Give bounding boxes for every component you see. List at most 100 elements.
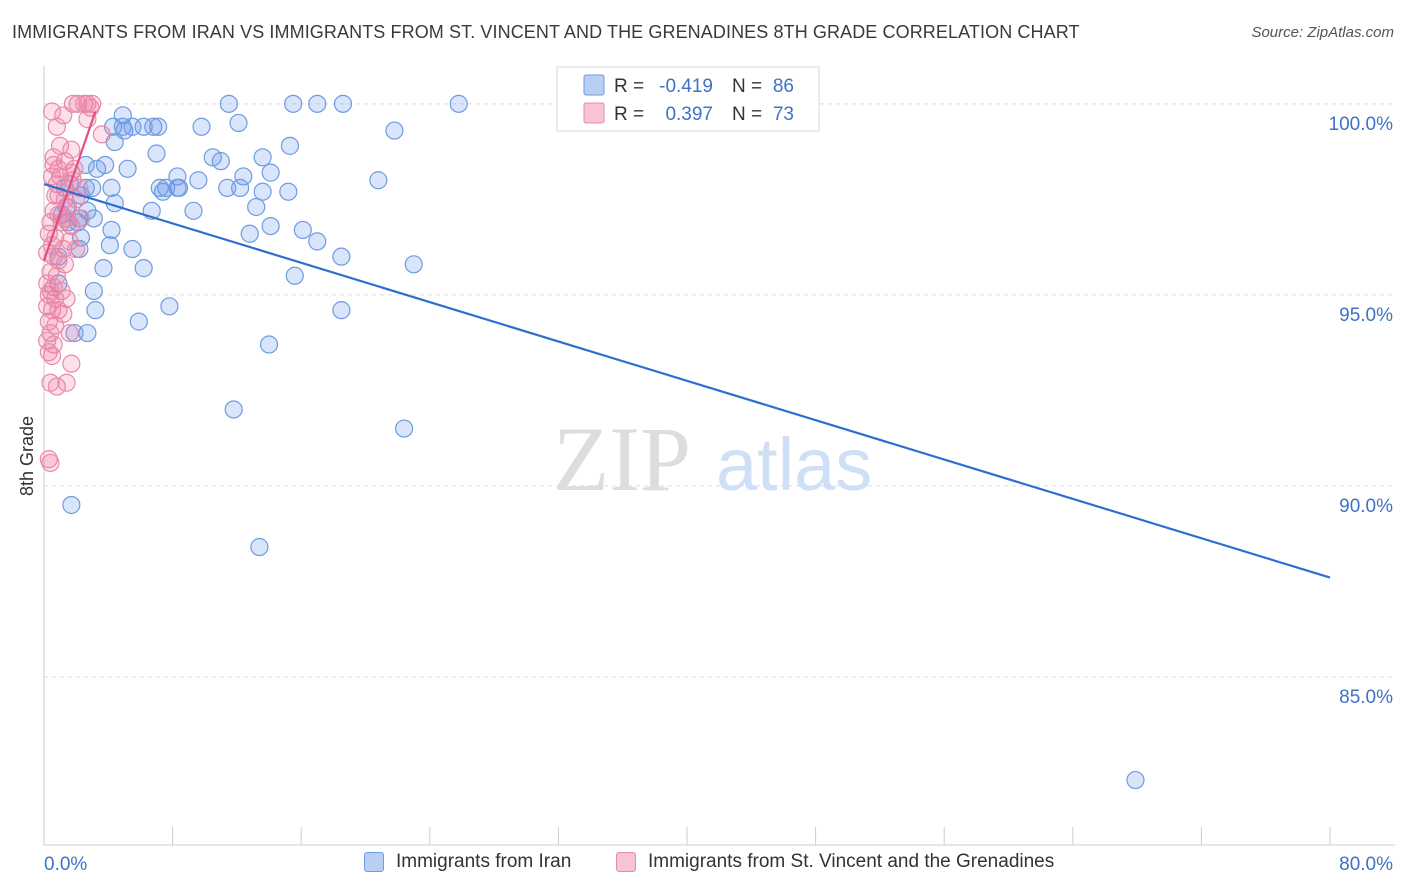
iran-point — [134, 259, 153, 278]
iran-point — [394, 419, 414, 438]
svg-trendline — [42, 111, 97, 261]
iran-point — [211, 152, 230, 171]
svg-point — [92, 125, 111, 144]
iran-point — [259, 335, 279, 354]
iran-point — [253, 182, 272, 201]
iran-point — [62, 495, 81, 515]
iran-point — [229, 113, 248, 133]
stats-legend-svg-r-value: 0.397 — [665, 104, 713, 125]
legend-iran-label: Immigrants from Iran — [396, 851, 572, 872]
iran-point — [87, 159, 107, 178]
iran-point — [224, 400, 243, 419]
legend-entry-svg: Immigrants from St. Vincent and the Gren… — [616, 851, 1054, 873]
y-tick-label: 85.0% — [1339, 687, 1393, 708]
svg-point — [63, 171, 83, 190]
svg-point — [62, 216, 81, 236]
iran-point — [279, 182, 298, 201]
iran-point — [219, 94, 238, 113]
iran-point — [189, 171, 208, 190]
iran-point — [369, 171, 388, 190]
iran-point — [280, 136, 300, 155]
axis-layer: 100.0% 95.0% 90.0% 85.0% 0.0% 80.0% — [43, 66, 1395, 875]
stats-legend: R = -0.419 N = 86 R = 0.397 N = 73 — [556, 66, 820, 132]
x-tick-label: 80.0% — [1339, 854, 1393, 875]
chart-source: Source: ZipAtlas.com — [1251, 24, 1394, 41]
legend-iran-swatch — [364, 852, 384, 872]
svg-point — [41, 453, 60, 473]
iran-point — [253, 148, 272, 167]
svg-point — [57, 373, 76, 392]
svg-point — [60, 323, 79, 343]
iran-point — [240, 224, 259, 243]
y-tick-label: 95.0% — [1339, 305, 1393, 326]
iran-point — [134, 117, 153, 136]
iran-point — [65, 323, 84, 343]
iran-point — [184, 201, 203, 220]
iran-point — [149, 117, 168, 136]
svg-point — [70, 178, 89, 197]
svg-point — [62, 354, 81, 373]
iran-point — [153, 182, 173, 201]
svg-point — [44, 155, 63, 175]
x-tick-label: 0.0% — [44, 854, 87, 875]
iran-point — [100, 236, 120, 255]
stats-legend-iran-r-label: R = — [614, 76, 644, 97]
watermark-atlas: atlas — [716, 423, 872, 506]
iran-point — [231, 178, 250, 197]
iran-point — [261, 216, 280, 236]
legend-svg-swatch — [616, 852, 636, 872]
iran-point — [102, 220, 121, 240]
iran-point — [308, 232, 327, 251]
iran-point — [385, 121, 404, 140]
iran-point — [284, 94, 303, 113]
iran-point — [123, 239, 142, 259]
y-tick-label: 100.0% — [1329, 114, 1394, 135]
svg-point — [47, 377, 66, 396]
iran-point — [102, 178, 121, 197]
iran-point — [261, 163, 280, 182]
stats-legend-svg-n-value: 73 — [773, 104, 794, 125]
svg-point — [67, 239, 86, 259]
legend-entry-iran: Immigrants from Iran — [364, 851, 571, 873]
stats-legend-svg-r-label: R = — [614, 104, 644, 125]
iran-point — [333, 94, 353, 113]
legend-svg-label: Immigrants from St. Vincent and the Gren… — [648, 851, 1055, 872]
iran-point — [247, 197, 266, 217]
iran-point — [147, 144, 166, 163]
iran-point — [234, 167, 253, 186]
stats-legend-svg-swatch — [583, 102, 605, 124]
svg-point — [62, 140, 81, 159]
svg-point — [54, 106, 73, 125]
stats-legend-iran-n-label: N = — [732, 76, 762, 97]
svg-point — [60, 232, 79, 251]
iran-point — [332, 301, 351, 320]
iran-point — [1126, 770, 1145, 790]
svg-point — [44, 148, 63, 167]
stats-legend-svg-n-label: N = — [732, 104, 762, 125]
watermark: ZIP atlas — [553, 408, 872, 510]
iran-point — [129, 312, 148, 331]
svg-point — [71, 209, 91, 228]
watermark-zip: ZIP — [553, 408, 691, 510]
iran-point — [144, 117, 163, 136]
iran-point — [118, 159, 137, 178]
iran-point — [308, 94, 327, 113]
iran-point — [86, 301, 105, 320]
iran-point — [218, 178, 237, 197]
iran-point — [404, 255, 423, 274]
svg-point — [54, 239, 73, 259]
svg-point — [41, 281, 60, 301]
trend-layer — [42, 111, 1331, 579]
y-tick-label: 90.0% — [1339, 496, 1393, 517]
iran-point — [94, 259, 113, 278]
iran-point — [168, 178, 187, 197]
svg-point — [42, 346, 62, 366]
stats-legend-iran-r-value: -0.419 — [659, 76, 713, 97]
iran-point — [332, 247, 351, 266]
svg-point — [52, 213, 71, 232]
y-axis-label: 8th Grade — [17, 416, 37, 496]
iran-point — [78, 323, 97, 343]
svg-point — [42, 301, 62, 320]
iran-trendline — [43, 183, 1331, 579]
